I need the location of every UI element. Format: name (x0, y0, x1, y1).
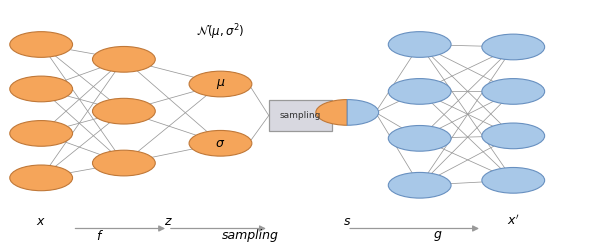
Circle shape (388, 32, 451, 57)
Circle shape (10, 32, 73, 57)
Text: $\mathcal{N}(\mu, \sigma^2)$: $\mathcal{N}(\mu, \sigma^2)$ (197, 22, 245, 42)
Circle shape (10, 165, 73, 191)
Circle shape (388, 79, 451, 104)
Circle shape (482, 123, 545, 149)
Circle shape (92, 46, 155, 72)
Circle shape (388, 172, 451, 198)
Text: $s$: $s$ (343, 215, 351, 228)
Circle shape (92, 150, 155, 176)
Circle shape (189, 71, 252, 97)
Text: sampling: sampling (222, 229, 279, 242)
Circle shape (189, 131, 252, 156)
Text: $x^{\prime}$: $x^{\prime}$ (507, 214, 519, 228)
Circle shape (482, 34, 545, 60)
Circle shape (482, 168, 545, 193)
Text: $\mu$: $\mu$ (216, 77, 225, 91)
Circle shape (10, 76, 73, 102)
Text: $z$: $z$ (163, 215, 172, 228)
Text: sampling: sampling (280, 111, 321, 120)
Wedge shape (316, 100, 347, 125)
Circle shape (388, 125, 451, 151)
Circle shape (482, 79, 545, 104)
Text: $x$: $x$ (36, 215, 46, 228)
Circle shape (10, 120, 73, 146)
Text: $f$: $f$ (95, 229, 103, 243)
Text: $g$: $g$ (433, 229, 442, 243)
Text: $\sigma$: $\sigma$ (216, 137, 225, 150)
Circle shape (92, 98, 155, 124)
Wedge shape (347, 100, 379, 125)
FancyBboxPatch shape (269, 100, 332, 131)
